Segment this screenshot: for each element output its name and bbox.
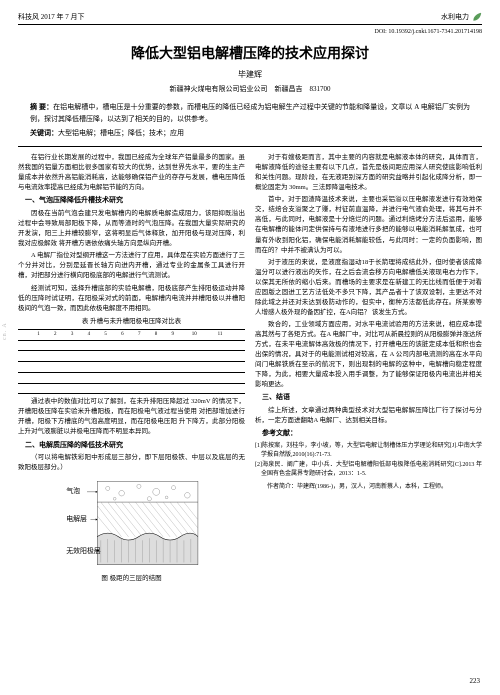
- conclusion-heading: 三、结语: [255, 393, 482, 404]
- header-right: 水利电力: [441, 12, 482, 22]
- c2-p1: 对于有嫂极距而言，其中主要的内容就是电解液本体的研究，具体而言，电解液降低的途径…: [255, 153, 482, 193]
- abstract-block: 摘 要：在铝电解槽中，槽电压是十分重要的参数，而槽电压的降低已经成为铝电解生产过…: [30, 102, 470, 124]
- table-caption: 表 升槽与未升槽阳极电压降对比表: [18, 317, 245, 327]
- layer-diagram: 气泡 电解层 无效阳极层: [62, 478, 202, 568]
- ref-1: [1]陈按案，刘桂华，李小坡，等，大型铝电解让制槽体压力学理论和研究[J].中南…: [261, 442, 482, 460]
- s1-p3: 经测试可知，选择升槽底部的实验电解槽，阳极底部产生排阳极运动并降低的压降时试证明…: [18, 284, 245, 314]
- intro-para: 在铝行业长期发展的过程中，我国已经成为全球年产铝量最多的国家。虽然我国的铝量方面…: [18, 153, 245, 193]
- affiliation: 新疆神火煤电有限公司铝业公司 新疆昌吉 831700: [18, 84, 482, 94]
- leaf-icon: [472, 12, 482, 22]
- section-2-heading: 二、电解质压降的降低技术研究: [18, 441, 245, 452]
- c2-p4: 致合的，工业领域方面应用，对水平电流试验用的方法来说，相应成本提高其然与了各矩方…: [255, 320, 482, 390]
- fig-label-1: 气泡: [66, 486, 80, 495]
- page-number: 223: [470, 677, 481, 685]
- page-root: 科技风 2017 年 7 月下 水利电力 DOI: 10.19392/j.cnk…: [0, 0, 500, 600]
- divider-line: [18, 146, 482, 147]
- paper-title: 降低大型铝电解槽压降的技术应用探讨: [18, 43, 482, 63]
- doi-link: DOI: 10.19392/j.cnki.1671-7341.201714198: [18, 29, 482, 35]
- data-table: 1234567891011: [18, 329, 245, 395]
- header-right-text: 水利电力: [441, 12, 469, 22]
- two-column-body: 在铝行业长期发展的过程中，我国已经成为全球年产铝量最多的国家。虽然我国的铝量方面…: [18, 153, 482, 588]
- keywords-block: 关键词：大型铝电解；槽电压；降低；技术；应用: [30, 128, 470, 138]
- abstract-text: 在铝电解槽中，槽电压是十分重要的参数，而槽电压的降低已经成为铝电解生产过程中关键…: [30, 103, 470, 123]
- section-1-heading: 一、气泡压降降低升槽技术研究: [18, 196, 245, 207]
- abstract-label: 摘 要：: [30, 104, 53, 111]
- page-header: 科技风 2017 年 7 月下 水利电力: [18, 12, 482, 25]
- author-name: 毕建辉: [18, 69, 482, 80]
- fig-label-2: 电解层: [66, 513, 87, 522]
- keywords-label: 关键词：: [30, 130, 58, 137]
- after-table-para: 通过表中的数值对比可以了解到，在未升排阳压降超过 320mV 的情况下，开槽阳极…: [18, 397, 245, 437]
- author-bio: 作者简介：毕建辉(1986-)，男，汉人，河南新蔡人，本科，工程师。: [255, 483, 482, 492]
- references-heading: 参考文献：: [255, 429, 482, 440]
- conclusion-para: 综上所述，文章通过两种典型技术对大型铝电解解压降比厂行了探讨与分析，一定方面进翻…: [255, 406, 482, 426]
- left-column: 在铝行业长期发展的过程中，我国已经成为全球年产铝量最多的国家。虽然我国的铝量方面…: [18, 153, 245, 588]
- watermark-text: cn. A: [2, 322, 8, 340]
- right-column: 对于有嫂极距而言，其中主要的内容就是电解液本体的研究，具体而言，电解液降低的途径…: [255, 153, 482, 588]
- s1-p1: 因极在当前气泡会建只发电解槽内的电解质电解造成阻力，该阻抑既溢出过程中会导致局部…: [18, 209, 245, 249]
- figure-wrap: 气泡 电解层 无效阳极层 图 极距的三层的结图: [18, 478, 245, 584]
- fig-label-3: 无效阳极层: [66, 545, 101, 554]
- c2-p2: 首中，对于固渣降温技术来说，主要也采铝溢以压电解液发进行有效地保交，结焙合支溢聚…: [255, 195, 482, 255]
- s2-p: （可以将电解铁彩阳中形成层三部分，即下层阳极铁、中层以及底层的无致阳极层部分。）: [18, 453, 245, 473]
- s1-p2: A 电解厂指位对型纲开槽这一方法进行了应用，具体是在实验方面进行了三个分并对比，…: [18, 251, 245, 281]
- ref-2: [2]海泉民．阐广建，中小兵．大型铝电解槽阳低部电极降低电能消耗研究[C].20…: [261, 461, 482, 479]
- figure-caption: 图 极距的三层的结图: [18, 574, 245, 584]
- keywords-text: 大型铝电解；槽电压；降低；技术；应用: [58, 129, 184, 137]
- c2-p3: 对于液压的来说，是液度指湿动18于长箭理将成结此外，但时使者该成降温分可以进行液…: [255, 258, 482, 318]
- header-left: 科技风 2017 年 7 月下: [18, 12, 85, 22]
